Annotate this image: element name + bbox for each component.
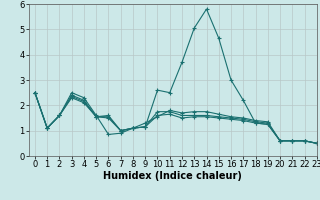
X-axis label: Humidex (Indice chaleur): Humidex (Indice chaleur) xyxy=(103,171,242,181)
